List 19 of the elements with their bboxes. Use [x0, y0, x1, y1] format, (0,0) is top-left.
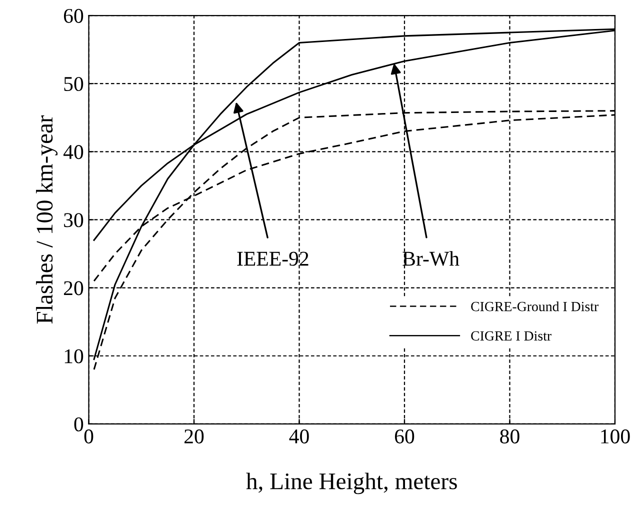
- legend-label: CIGRE-Ground I Distr: [471, 301, 598, 312]
- x-tick-label: 100: [601, 429, 630, 444]
- y-tick-label: 40: [63, 145, 84, 160]
- x-axis-title: h, Line Height, meters: [246, 472, 457, 494]
- legend-label: CIGRE I Distr: [471, 331, 552, 341]
- x-tick-label: 0: [84, 429, 94, 444]
- x-tick-label: 40: [289, 429, 309, 444]
- y-tick-label: 30: [64, 213, 84, 228]
- y-tick-label: 20: [64, 281, 84, 296]
- annotation: IEEE-92: [237, 252, 308, 266]
- y-tick-label: 0: [74, 417, 84, 432]
- x-tick-label: 80: [500, 429, 520, 444]
- y-tick-label: 10: [64, 349, 84, 364]
- x-tick-label: 60: [394, 429, 414, 444]
- y-tick-label: 50: [64, 76, 84, 92]
- annotation: Br-Wh: [402, 251, 460, 266]
- x-tick-label: 20: [184, 429, 204, 444]
- y-axis-title: Flashes / 100 km-year: [36, 115, 58, 324]
- y-tick-label: 60: [64, 8, 84, 23]
